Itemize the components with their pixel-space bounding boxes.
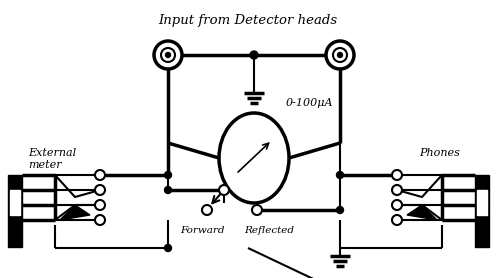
Circle shape [392,215,402,225]
Circle shape [166,53,170,58]
Circle shape [392,185,402,195]
Text: Forward: Forward [180,226,224,235]
Circle shape [95,185,105,195]
Circle shape [392,200,402,210]
Polygon shape [407,205,437,220]
Text: Phones: Phones [419,148,460,158]
Bar [475,175,489,247]
Circle shape [95,215,105,225]
Bar [10,190,20,215]
Bar [8,175,22,247]
Circle shape [392,170,402,180]
Text: Reflected: Reflected [244,226,294,235]
Circle shape [95,170,105,180]
Circle shape [165,187,171,193]
Text: Input from Detector heads: Input from Detector heads [159,14,337,27]
Circle shape [165,244,171,252]
Circle shape [252,205,262,215]
Circle shape [337,53,342,58]
Circle shape [250,51,258,59]
Circle shape [219,185,229,195]
Bar [477,190,487,215]
Circle shape [165,172,171,178]
Text: 0-100μA: 0-100μA [286,98,333,108]
Circle shape [336,207,343,214]
Circle shape [336,172,343,178]
Text: External
meter: External meter [28,148,76,170]
Circle shape [202,205,212,215]
Polygon shape [60,205,90,220]
Circle shape [95,200,105,210]
